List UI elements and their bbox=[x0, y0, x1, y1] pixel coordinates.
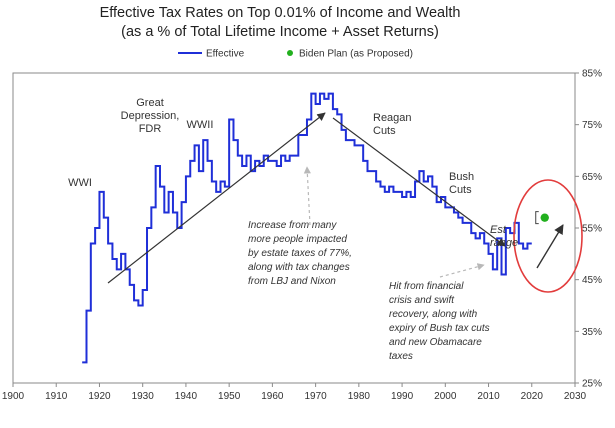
annotation-line: Est bbox=[490, 224, 507, 236]
annotation-line: WWII bbox=[187, 119, 214, 131]
annotation-wwi: WWI bbox=[68, 177, 92, 189]
annotation-line: more people impacted bbox=[248, 234, 347, 245]
trend-arrow-down bbox=[332, 117, 506, 247]
highlight-ellipse bbox=[513, 179, 583, 293]
y-tick-label: 75% bbox=[582, 120, 602, 131]
annotation-bush: Bush Cuts bbox=[449, 171, 474, 196]
x-tick-label: 1910 bbox=[45, 391, 68, 402]
x-tick-label: 2000 bbox=[434, 391, 457, 402]
annotation-line: FDR bbox=[139, 123, 162, 135]
legend-biden-label: Biden Plan (as Proposed) bbox=[299, 49, 413, 60]
x-tick-label: 1950 bbox=[218, 391, 241, 402]
annotation-reagan: Reagan Cuts bbox=[373, 112, 412, 137]
annotation-line: Reagan bbox=[373, 112, 412, 124]
annotation-line: range bbox=[490, 237, 518, 249]
annotation-increase: Increase from many more people impacted by… bbox=[248, 220, 352, 287]
biden-bracket bbox=[535, 211, 539, 225]
annotation-line: from LBJ and Nixon bbox=[248, 276, 336, 287]
x-tick-label: 1980 bbox=[348, 391, 371, 402]
y-tick-label: 35% bbox=[582, 327, 602, 338]
annotation-line: expiry of Bush tax cuts bbox=[389, 323, 490, 334]
annotation-line: by estate taxes of 77%, bbox=[248, 248, 352, 259]
annotation-depression: Great Depression, FDR bbox=[121, 97, 180, 135]
x-tick-label: 2030 bbox=[564, 391, 587, 402]
callout-arrow-increase bbox=[303, 166, 311, 226]
annotation-line: Cuts bbox=[449, 184, 472, 196]
legend-biden-swatch bbox=[287, 50, 293, 56]
legend-effective-label: Effective bbox=[206, 49, 245, 60]
x-tick-label: 1920 bbox=[88, 391, 111, 402]
y-tick-label: 55% bbox=[582, 224, 602, 235]
x-tick-label: 1930 bbox=[132, 391, 155, 402]
effective-series-line bbox=[82, 92, 532, 364]
chart-subtitle: (as a % of Total Lifetime Income + Asset… bbox=[121, 24, 439, 40]
y-tick-label: 25% bbox=[582, 379, 602, 390]
x-tick-label: 1970 bbox=[304, 391, 327, 402]
annotation-line: Bush bbox=[449, 171, 474, 183]
annotation-line: recovery, along with bbox=[389, 309, 478, 320]
y-tick-label: 65% bbox=[582, 172, 602, 183]
chart-title: Effective Tax Rates on Top 0.01% of Inco… bbox=[99, 5, 461, 21]
annotation-line: crisis and swift bbox=[389, 295, 455, 306]
annotation-line: Depression, bbox=[121, 110, 180, 122]
biden-trend-arrow bbox=[536, 224, 564, 269]
annotation-line: Cuts bbox=[373, 125, 396, 137]
annotation-line: Increase from many bbox=[248, 220, 337, 231]
annotation-line: WWI bbox=[68, 177, 92, 189]
x-tick-label: 2020 bbox=[521, 391, 544, 402]
x-tick-label: 1900 bbox=[2, 391, 25, 402]
y-tick-label: 85% bbox=[582, 69, 602, 80]
y-tick-label: 45% bbox=[582, 275, 602, 286]
annotation-line: Hit from financial bbox=[389, 281, 464, 292]
annotation-line: Great bbox=[136, 97, 164, 109]
x-tick-label: 1990 bbox=[391, 391, 414, 402]
x-tick-label: 1960 bbox=[261, 391, 284, 402]
annotation-hit: Hit from financial crisis and swift recove… bbox=[389, 281, 490, 362]
annotation-est: Est range bbox=[490, 224, 518, 249]
callout-arrow-hit bbox=[439, 263, 485, 278]
biden-plan-point bbox=[540, 213, 549, 222]
annotation-line: taxes bbox=[389, 351, 413, 362]
trend-arrow-up bbox=[107, 112, 326, 284]
x-tick-label: 1940 bbox=[175, 391, 198, 402]
annotation-line: along with tax changes bbox=[248, 262, 350, 273]
annotation-wwii: WWII bbox=[187, 119, 214, 131]
annotation-line: and new Obamacare bbox=[389, 337, 482, 348]
x-tick-label: 2010 bbox=[477, 391, 500, 402]
